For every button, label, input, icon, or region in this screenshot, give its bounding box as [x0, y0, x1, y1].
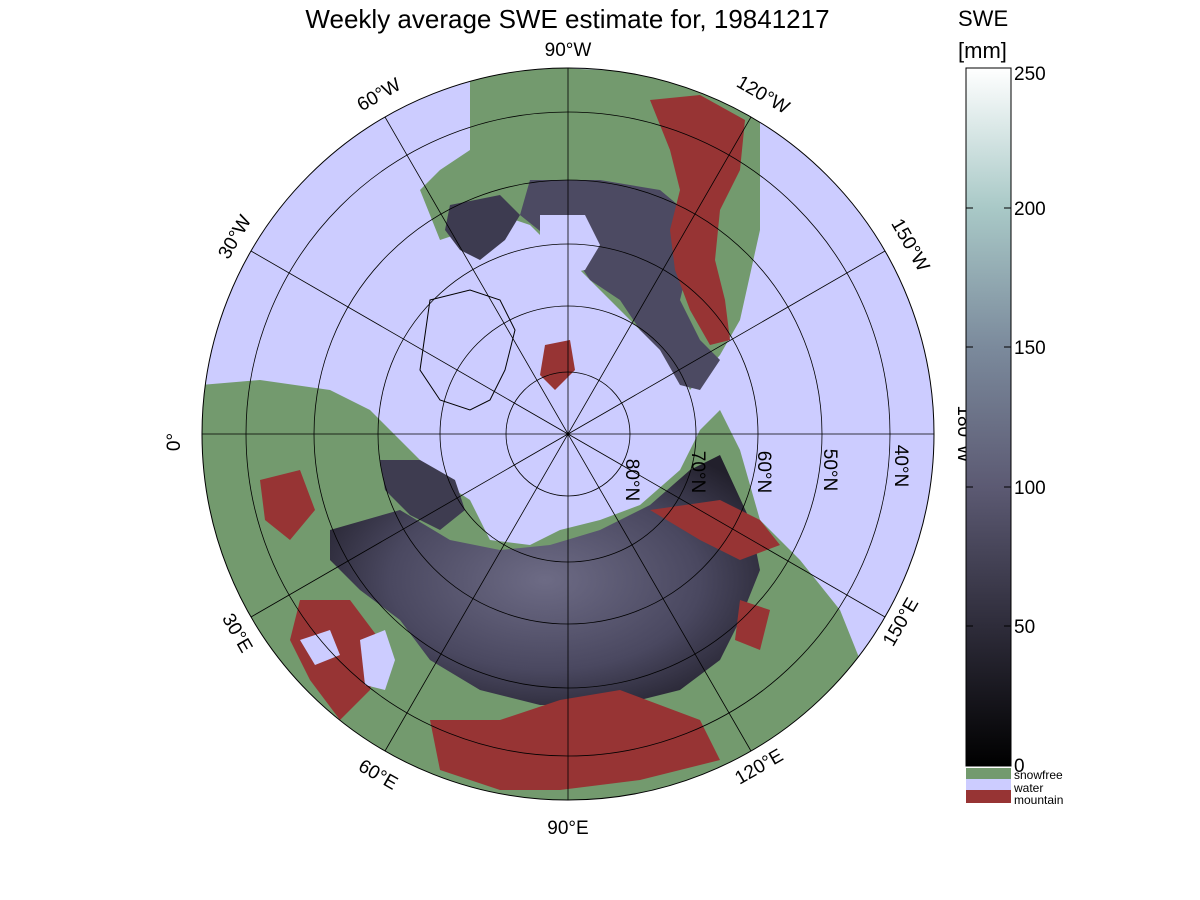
eurasia-snow — [330, 455, 760, 705]
rockies-mountain — [650, 95, 745, 345]
colorbar-tick-50: 50 — [1014, 617, 1035, 638]
legend-swatch-water — [966, 779, 1011, 790]
colorbar-tick-150: 150 — [1014, 338, 1046, 359]
lat-label-70n: 70°N — [687, 451, 708, 493]
lon-label-90e: 90°E — [547, 818, 588, 839]
lat-label-60n: 60°N — [753, 451, 774, 493]
legend-label-water: water — [1013, 781, 1043, 795]
legend-label-mountain: mountain — [1014, 793, 1063, 807]
central-asia-mountain — [430, 690, 720, 790]
colorbar-gradient — [965, 67, 1012, 767]
colorbar-tick-100: 100 — [1014, 478, 1046, 499]
europe-mountain — [260, 470, 315, 540]
mountain-patch-1 — [540, 340, 575, 390]
colorbar-title-line2: [mm] — [958, 38, 1007, 63]
lat-label-50n: 50°N — [819, 449, 840, 491]
lon-label-60w: 60°W — [354, 74, 405, 116]
lon-label-60e: 60°E — [355, 756, 401, 795]
legend-swatch-mountain — [966, 790, 1011, 803]
figure-title: Weekly average SWE estimate for, 1984121… — [305, 4, 830, 34]
scandinavia-snow — [380, 460, 465, 530]
lon-label-30e: 30°E — [217, 610, 256, 656]
lon-label-0: 0° — [164, 433, 185, 451]
land-layer — [202, 68, 860, 800]
colorbar-title-line1: SWE — [958, 6, 1009, 31]
colorbar-tick-200: 200 — [1014, 199, 1046, 220]
colorbar-tick-250: 250 — [1014, 64, 1046, 85]
caspian-sea — [360, 630, 395, 690]
hudson-bay — [540, 215, 600, 275]
lat-label-80n: 80°N — [621, 459, 642, 501]
lon-label-90w: 90°W — [545, 40, 592, 61]
colorbar-tick-0: 0 — [1014, 756, 1025, 777]
lat-label-40n: 40°N — [890, 445, 911, 487]
colorbar: 0 50 100 150 200 250 snowfree water moun… — [965, 64, 1063, 807]
legend-swatch-snowfree — [966, 768, 1011, 779]
legend-label-snowfree: snowfree — [1014, 768, 1063, 782]
graticule — [202, 68, 934, 800]
east-siberia-mountain — [650, 500, 780, 560]
greenland-outline — [419, 289, 516, 411]
north-america-snow-west — [445, 195, 520, 260]
kamchatka-mountain — [735, 600, 770, 650]
map-boundary — [201, 67, 935, 801]
black-sea — [300, 630, 340, 665]
